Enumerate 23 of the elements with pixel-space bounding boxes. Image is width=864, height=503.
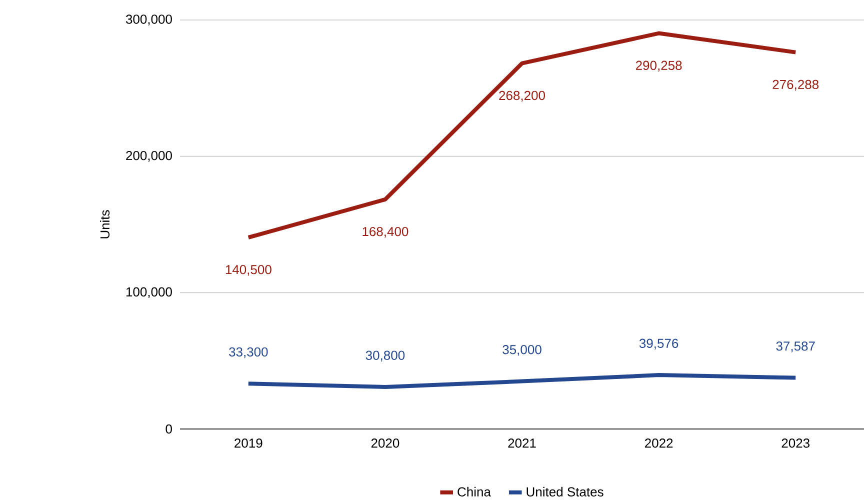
x-tick-label: 2023	[782, 438, 810, 448]
data-label: 37,587	[776, 341, 815, 352]
data-label: 39,576	[639, 338, 678, 350]
x-tick-label: 2021	[508, 438, 536, 448]
line-series	[246, 373, 798, 390]
x-tick-label: 2022	[645, 438, 673, 448]
legend-label: United States	[526, 486, 604, 496]
y-tick-label: 300,000	[126, 14, 172, 26]
data-label: 35,000	[502, 345, 542, 356]
data-label: 268,200	[499, 90, 545, 102]
data-label: 168,400	[362, 226, 408, 238]
data-label: 290,258	[636, 60, 682, 72]
y-tick-label: 100,000	[126, 287, 172, 298]
y-tick-label: 0	[166, 424, 172, 434]
data-label: 33,300	[229, 347, 268, 358]
data-label: 30,800	[366, 350, 405, 362]
y-tick-label: 200,000	[126, 150, 172, 162]
y-axis-title: Units	[100, 210, 110, 238]
x-tick-label: 2020	[371, 438, 400, 448]
data-label: 140,500	[226, 264, 272, 276]
legend-label: China	[458, 486, 491, 496]
data-label: 276,288	[772, 80, 819, 91]
x-tick-label: 2019	[234, 438, 262, 448]
